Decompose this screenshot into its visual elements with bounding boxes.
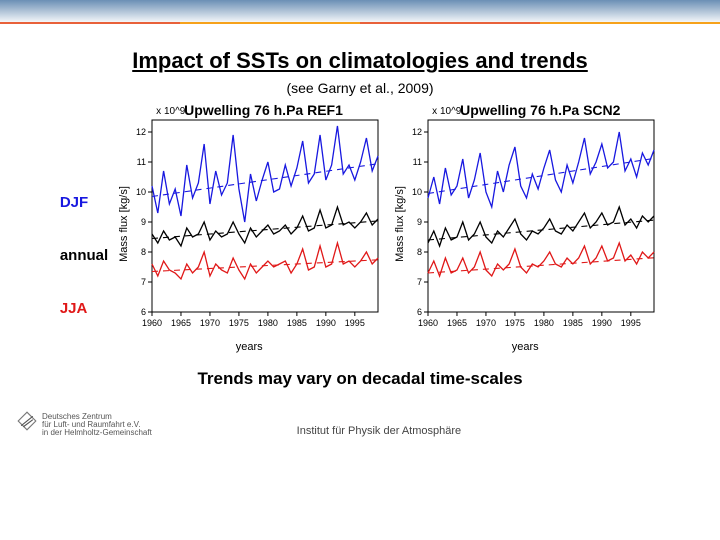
svg-text:9: 9 [417,217,422,227]
svg-text:9: 9 [141,217,146,227]
chart-svg-right: 1960 1965 1970 1975 1980 1985 1990 1995 6 7 8 9 10 11… [390,104,660,334]
svg-text:1985: 1985 [287,318,307,328]
svg-text:1990: 1990 [592,318,612,328]
footer: Deutsches Zentrum für Luft- und Raumfahr… [0,399,720,443]
chart-panel-ref1: Upwelling 76 h.Pa REF1 x 10^9 Mass flux … [114,104,384,353]
chart-title-right: Upwelling 76 h.Pa SCN2 [460,102,620,118]
y-axis-label-right: Mass flux [kg/s] [394,186,406,262]
svg-text:12: 12 [136,127,146,137]
svg-text:10: 10 [412,187,422,197]
dlr-logo-text: Deutsches Zentrum für Luft- und Raumfahr… [42,412,152,437]
svg-text:1980: 1980 [258,318,278,328]
subtitle: (see Garny et al., 2009) [0,80,720,96]
svg-text:1975: 1975 [229,318,249,328]
chart-panel-scn2: Upwelling 76 h.Pa SCN2 x 10^9 Mass flux … [390,104,660,353]
svg-text:7: 7 [417,277,422,287]
chart-svg-left: 1960 1965 1970 1975 1980 1985 1990 1995 6 7 8 9 10 11… [114,104,384,334]
svg-text:6: 6 [141,307,146,317]
svg-text:7: 7 [141,277,146,287]
svg-text:6: 6 [417,307,422,317]
legend-djf: DJF [60,194,108,211]
series-legend: DJF annual JJA [60,194,108,317]
svg-text:11: 11 [137,157,146,167]
svg-text:1985: 1985 [563,318,583,328]
dlr-logo-icon [16,410,38,432]
exponent-label-left: x 10^9 [156,106,185,117]
svg-text:1970: 1970 [200,318,220,328]
legend-jja: JJA [60,300,108,317]
x-axis-label-left: years [114,341,384,353]
chart-title-left: Upwelling 76 h.Pa REF1 [184,102,343,118]
legend-annual: annual [60,247,108,264]
svg-text:11: 11 [413,157,422,167]
svg-text:12: 12 [412,127,422,137]
svg-text:1965: 1965 [171,318,191,328]
svg-text:1995: 1995 [345,318,365,328]
svg-text:1960: 1960 [142,318,162,328]
svg-text:1980: 1980 [534,318,554,328]
svg-text:1970: 1970 [476,318,496,328]
svg-text:1975: 1975 [505,318,525,328]
dlr-logo: Deutsches Zentrum für Luft- und Raumfahr… [16,405,152,437]
svg-text:8: 8 [417,247,422,257]
exponent-label-right: x 10^9 [432,106,461,117]
charts-row: DJF annual JJA Upwelling 76 h.Pa REF1 x … [0,104,720,353]
footer-center-text: Institut für Physik der Atmosphäre [297,425,461,437]
svg-text:1965: 1965 [447,318,467,328]
svg-text:1990: 1990 [316,318,336,328]
page-title: Impact of SSTs on climatologies and tren… [0,48,720,74]
header-banner [0,0,720,24]
svg-text:10: 10 [136,187,146,197]
svg-text:1960: 1960 [418,318,438,328]
svg-text:1995: 1995 [621,318,641,328]
y-axis-label-left: Mass flux [kg/s] [118,186,130,262]
svg-text:8: 8 [141,247,146,257]
bottom-note: Trends may vary on decadal time-scales [0,369,720,389]
x-axis-label-right: years [390,341,660,353]
